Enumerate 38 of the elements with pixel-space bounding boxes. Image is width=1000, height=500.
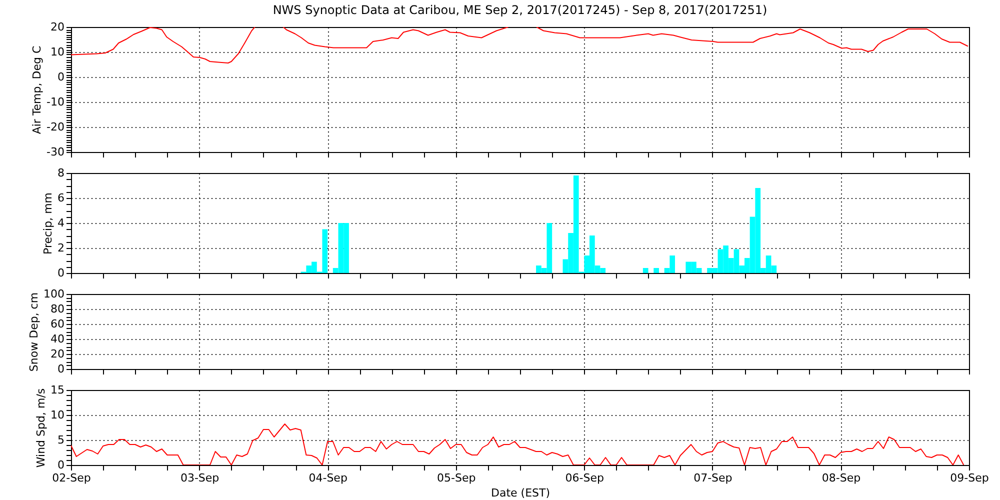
y-tick-label: -30: [46, 146, 64, 158]
y-tick-label: 80: [50, 302, 64, 316]
line-series: [71, 424, 964, 465]
y-tick-label: 60: [50, 318, 64, 330]
x-tick-label: 09-Sep: [950, 472, 989, 484]
x-axis-title: Date (EST): [490, 486, 550, 500]
y-tick-label: 4: [58, 216, 64, 230]
y-tick-label: 0: [58, 362, 64, 376]
y-axis-title: Precip, mm: [42, 192, 54, 254]
y-tick-label: 0: [58, 70, 64, 84]
y-tick-label: 0: [58, 266, 64, 280]
y-tick-label: 100: [44, 288, 64, 300]
bar: [654, 268, 659, 273]
y-axis-title: Wind Spd, m/s: [34, 388, 48, 468]
x-tick-label: 08-Sep: [822, 472, 861, 484]
x-tick-label: 04-Sep: [308, 472, 348, 484]
y-tick-label: 5: [58, 434, 64, 446]
y-tick-label: 10: [50, 408, 64, 422]
y-tick-label: -10: [46, 96, 64, 108]
y-tick-label: 15: [50, 384, 64, 396]
y-tick-label: 40: [50, 332, 64, 346]
x-tick-label: 02-Sep: [52, 472, 91, 484]
y-tick-label: 8: [58, 166, 64, 180]
y-tick-label: 20: [50, 20, 64, 34]
y-tick-label: 10: [50, 46, 64, 58]
x-tick-label: 05-Sep: [437, 472, 476, 484]
y-tick-label: 0: [58, 458, 64, 472]
chart-title: NWS Synoptic Data at Caribou, ME Sep 2, 2017(2017245) - Sep 8, 2017(2017251): [272, 3, 768, 17]
bar: [642, 268, 648, 273]
y-axis-title: Snow Dep, cm: [28, 292, 41, 372]
y-axis-title: Air Temp, Deg C: [30, 46, 44, 134]
y-tick-label: 2: [58, 242, 64, 254]
y-tick-label: 6: [58, 192, 64, 204]
x-tick-label: 07-Sep: [694, 472, 732, 484]
y-tick-label: -20: [46, 120, 64, 134]
y-tick-label: 20: [50, 348, 64, 360]
x-tick-label: 06-Sep: [565, 472, 604, 484]
x-tick-label: 03-Sep: [180, 472, 220, 484]
